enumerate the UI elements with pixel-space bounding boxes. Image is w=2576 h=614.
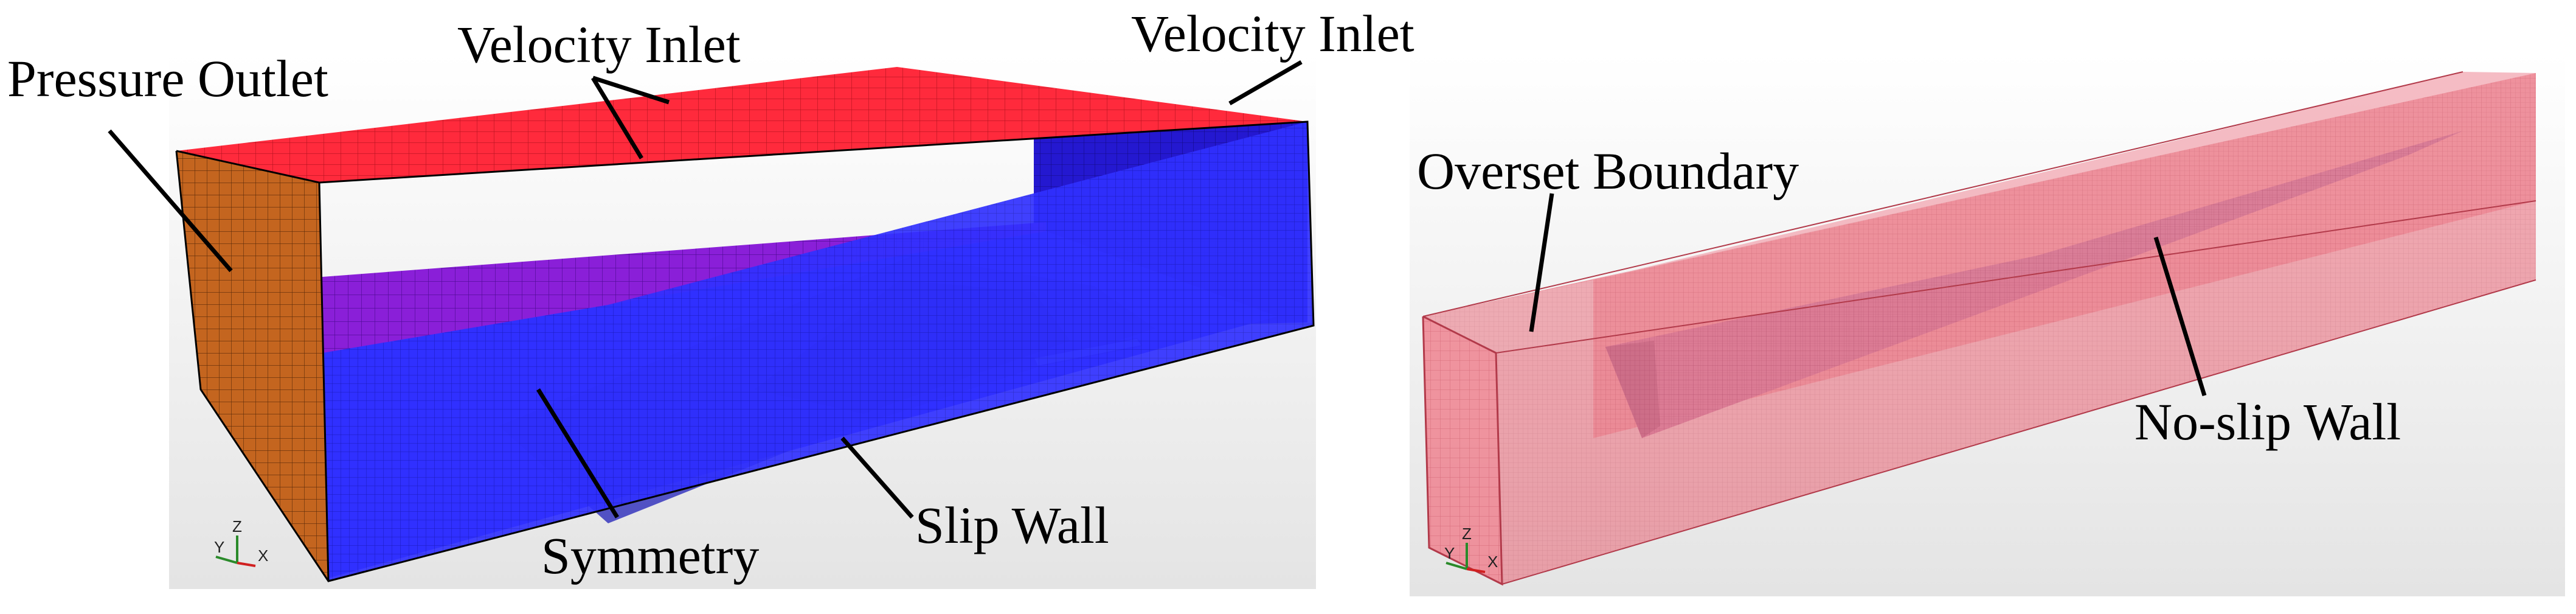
- right-panel: Y Z X Overset Boundary No-slip Wall: [1410, 54, 2565, 596]
- pressure-outlet-label: Pressure Outlet: [7, 49, 328, 108]
- no-slip-wall-label: No-slip Wall: [2135, 392, 2401, 451]
- x-axis-line: [237, 562, 256, 567]
- left-panel: Y Z X Pressure Outlet Velocity Inlet Vel…: [7, 4, 1414, 589]
- overset-top-face: [1423, 72, 2536, 316]
- overset-front-face: [1496, 201, 2536, 584]
- velocity-inlet-side-label: Velocity Inlet: [1131, 4, 1414, 63]
- velocity-inlet-top-label: Velocity Inlet: [457, 15, 741, 74]
- overset-edge-bottom: [1501, 279, 2536, 585]
- velocity-inlet-leader-b: [591, 77, 643, 159]
- axis-y-label: Y: [214, 538, 224, 556]
- overset-boundary-leader: [1529, 193, 1554, 332]
- y-axis-line: [215, 556, 238, 564]
- no-slip-wall-leader: [2153, 236, 2207, 397]
- x-axis-line: [1466, 568, 1486, 573]
- slip-wall-label: Slip Wall: [915, 496, 1109, 554]
- pressure-outlet-leader: [108, 129, 233, 273]
- velocity-inlet-leader-a: [592, 75, 670, 105]
- axis-triad-left: Y Z X: [214, 517, 268, 567]
- near-side-wall: [328, 122, 1314, 581]
- axis-x-label: X: [1487, 553, 1498, 571]
- pressure-outlet-face: [176, 151, 328, 581]
- slip-wall-leader: [840, 436, 914, 519]
- overset-near-top-face: [1423, 73, 2536, 353]
- overset-edge-back: [1422, 71, 2463, 317]
- axis-x-label: X: [258, 546, 268, 565]
- symmetry-leader: [536, 388, 619, 518]
- axis-z-label: Z: [1462, 525, 1472, 543]
- domain-edge: [318, 182, 330, 582]
- overset-edge-top: [1495, 200, 2536, 354]
- y-axis-line: [1446, 562, 1467, 570]
- axis-z-label: Z: [232, 517, 242, 536]
- symmetry-label: Symmetry: [541, 526, 759, 585]
- velocity-inlet-top-face: [176, 67, 1307, 183]
- velocity-inlet-side-leader: [1228, 60, 1303, 106]
- overset-boundary-label: Overset Boundary: [1417, 142, 1799, 200]
- overset-end-face: [1423, 316, 1502, 584]
- axis-triad-right: Y Z X: [1444, 525, 1498, 573]
- axis-y-label: Y: [1444, 544, 1455, 562]
